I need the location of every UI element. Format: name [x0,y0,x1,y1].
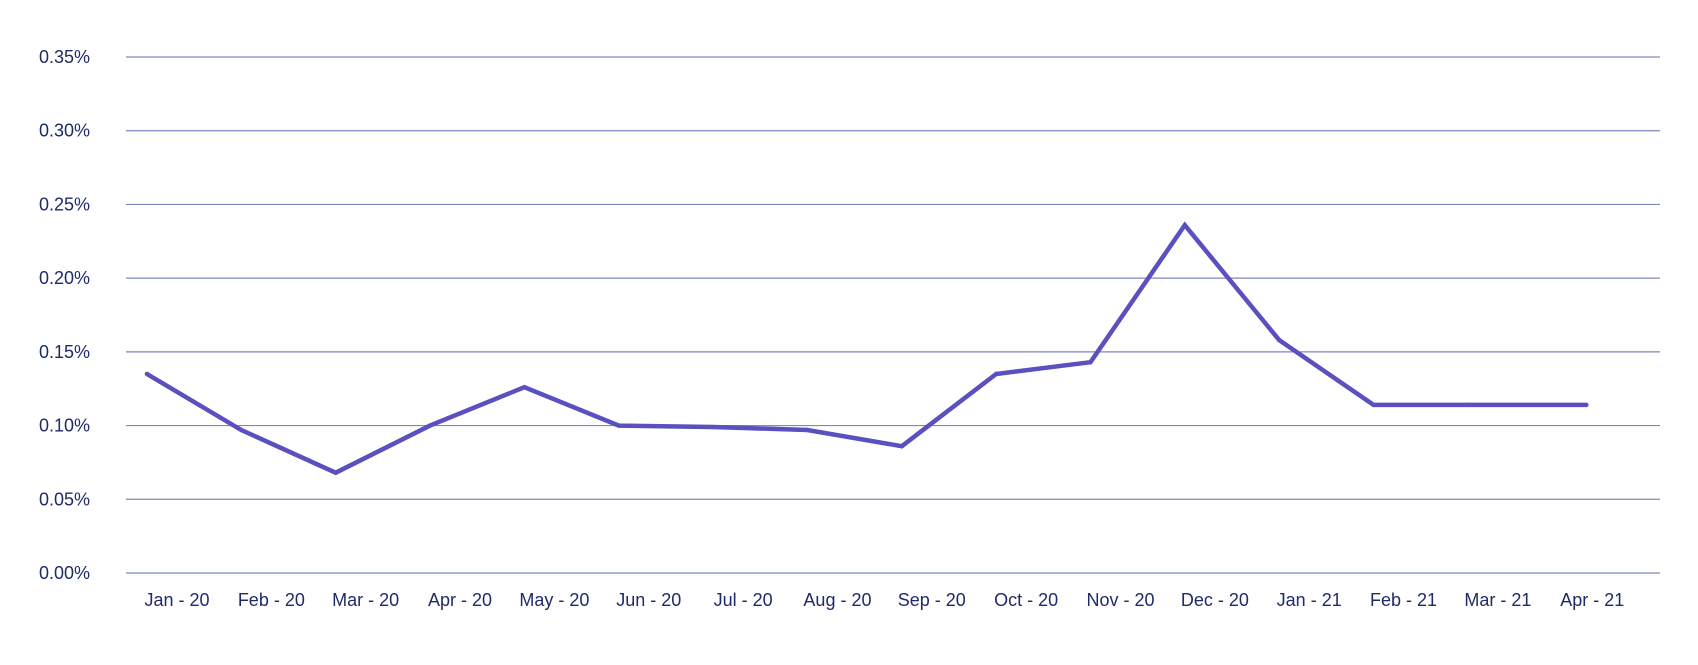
x-tick-label: Jul - 20 [714,590,773,610]
x-tick-label: Jan - 20 [144,590,209,610]
x-axis-ticks: Jan - 20 Feb - 20 Mar - 20 Apr - 20 May - 20… [144,590,1624,610]
x-tick-label: Oct - 20 [994,590,1058,610]
y-tick-label: 0.35% [39,47,90,67]
series-layer [144,221,1589,476]
data-point [1465,402,1471,408]
data-point [1182,222,1188,228]
data-point [1371,402,1376,408]
data-point [805,427,810,433]
data-point [1277,337,1282,343]
y-tick-label: 0.10% [39,416,90,436]
data-point [239,427,244,433]
x-tick-label: Sep - 20 [898,590,966,610]
data-point [1088,359,1093,365]
x-tick-label: Mar - 20 [332,590,399,610]
series-line [144,221,1589,476]
data-point [899,444,904,449]
x-tick-label: Aug - 20 [803,590,871,610]
data-point [710,424,716,430]
y-tick-label: 0.05% [39,489,90,509]
x-tick-label: Feb - 21 [1370,590,1437,610]
data-point [522,385,527,390]
x-tick-label: Dec - 20 [1181,590,1249,610]
data-point [144,371,150,377]
data-point [333,470,338,475]
x-tick-label: Apr - 21 [1560,590,1624,610]
y-tick-label: 0.25% [39,194,90,214]
data-point [616,423,621,428]
data-point [427,423,433,428]
x-tick-label: Feb - 20 [238,590,305,610]
x-tick-label: Nov - 20 [1086,590,1154,610]
y-tick-label: 0.00% [39,563,90,583]
gridlines [126,56,1660,574]
x-tick-label: Apr - 20 [428,590,492,610]
x-tick-label: May - 20 [519,590,589,610]
y-tick-label: 0.20% [39,268,90,288]
y-tick-label: 0.15% [39,342,90,362]
x-tick-label: Jun - 20 [616,590,681,610]
y-tick-label: 0.30% [39,121,90,141]
x-tick-label: Jan - 21 [1277,590,1342,610]
data-point [993,371,999,377]
y-axis-ticks: 0.00% 0.05% 0.10% 0.15% 0.20% 0.25% 0.30% 0.35% [39,47,90,583]
x-tick-label: Mar - 21 [1464,590,1531,610]
